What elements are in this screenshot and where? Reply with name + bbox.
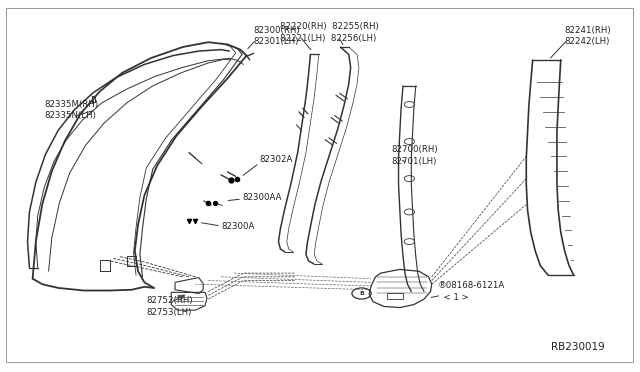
Text: 82241(RH)
82242(LH): 82241(RH) 82242(LH) (564, 26, 611, 46)
Text: 82302A: 82302A (259, 155, 292, 164)
Text: 82300(RH)
82301(LH): 82300(RH) 82301(LH) (253, 26, 300, 46)
Text: 82220(RH)  82255(RH)
82221(LH)  82256(LH): 82220(RH) 82255(RH) 82221(LH) 82256(LH) (280, 22, 378, 43)
Text: 82700(RH)
82701(LH): 82700(RH) 82701(LH) (392, 145, 438, 166)
Text: 82752(RH)
82753(LH): 82752(RH) 82753(LH) (147, 296, 193, 317)
Text: ®08168-6121A
  < 1 >: ®08168-6121A < 1 > (438, 281, 506, 302)
Text: B: B (359, 291, 364, 296)
Text: 82300AA: 82300AA (242, 193, 282, 202)
Text: RB230019: RB230019 (551, 342, 605, 352)
Text: 82335M(RH)
82335N(LH): 82335M(RH) 82335N(LH) (44, 100, 99, 121)
Text: 82300A: 82300A (221, 222, 254, 231)
